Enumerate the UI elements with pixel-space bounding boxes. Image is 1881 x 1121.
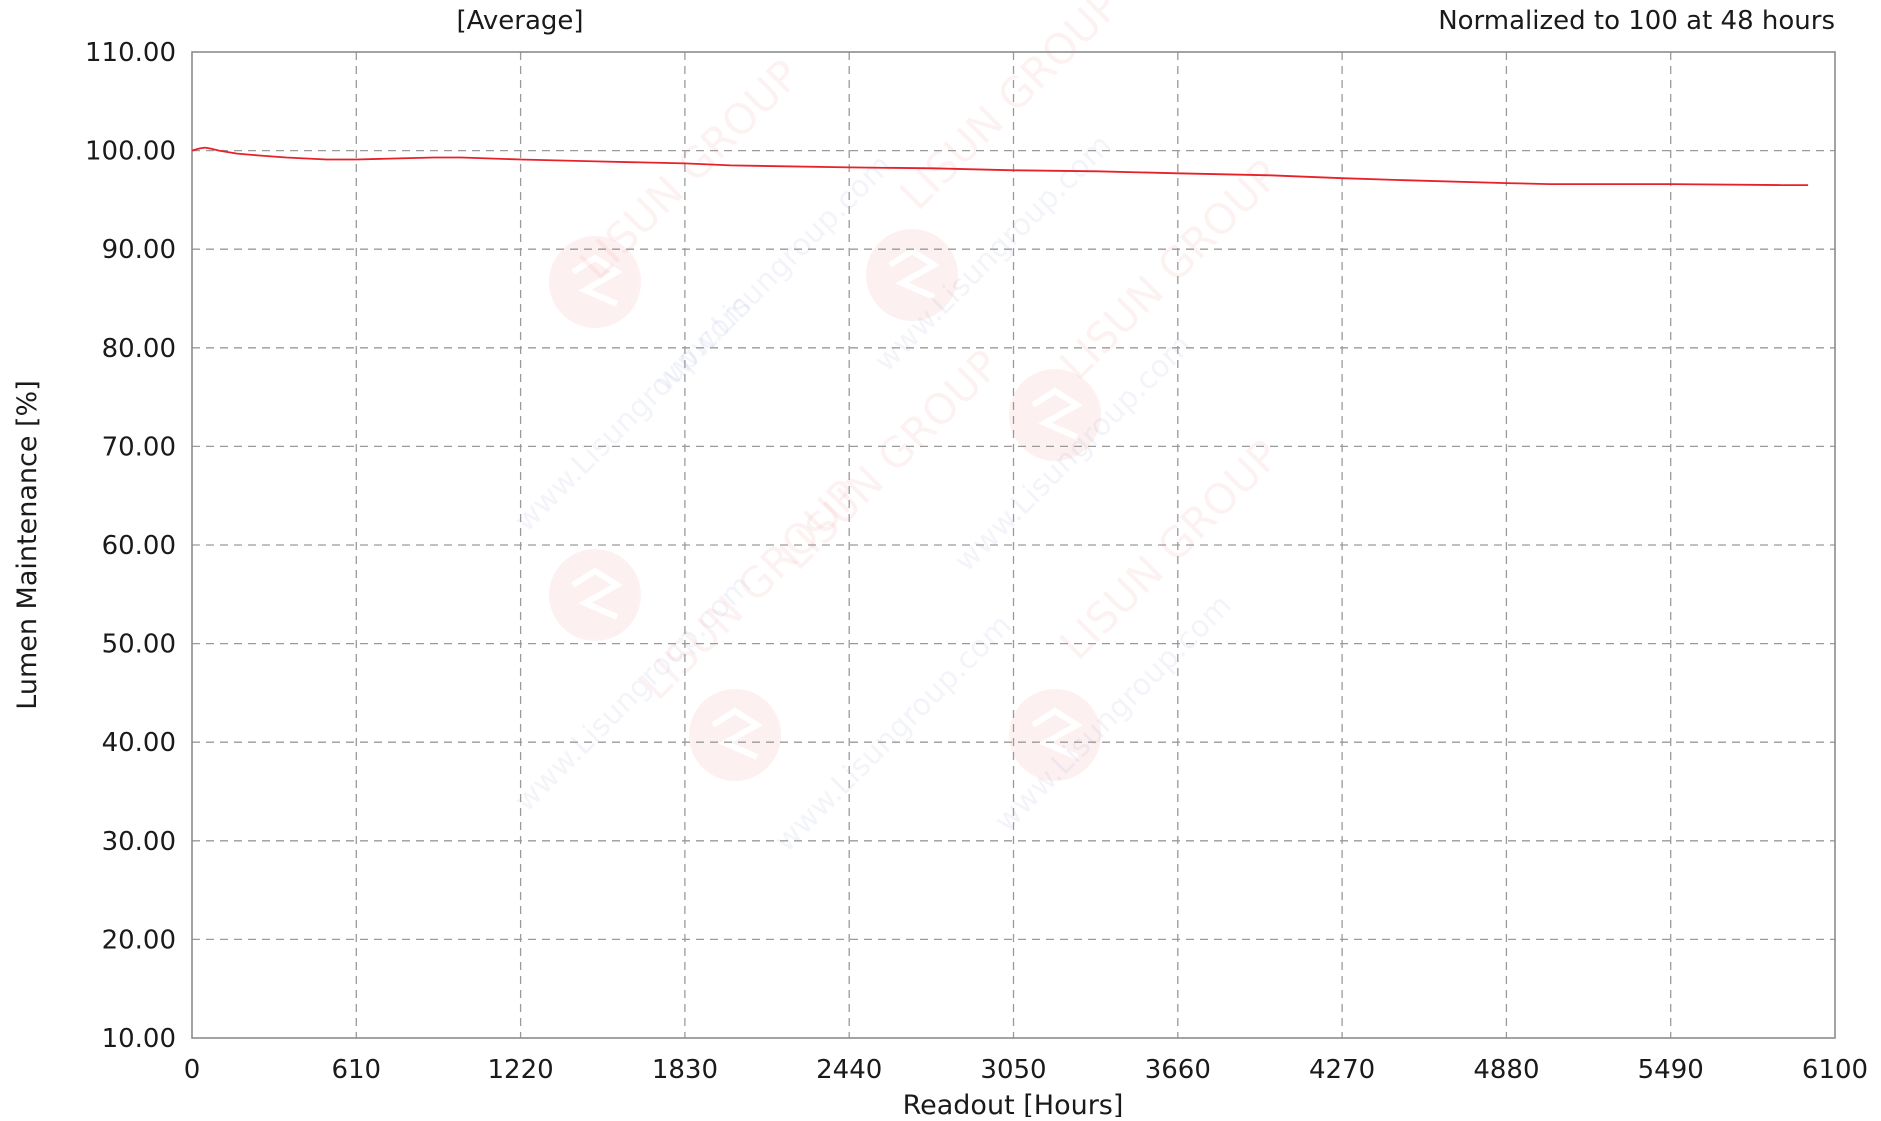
plot-frame: [191, 51, 1836, 1039]
y-tick-label: 110.00: [85, 38, 176, 68]
x-tick-label: 5490: [1638, 1055, 1704, 1085]
watermark-logo-icon: [549, 549, 641, 641]
watermark-logo-icon: [549, 236, 641, 328]
y-tick-label: 30.00: [102, 827, 176, 857]
y-axis-ticks: 10.00 20.00 30.00 40.00 50.00 60.00 70.00 80.00…: [85, 38, 176, 1054]
watermark-logo-icon: [689, 689, 781, 781]
header-right-label: Normalized to 100 at 48 hours: [1438, 6, 1835, 36]
y-tick-label: 60.00: [102, 531, 176, 561]
x-tick-label: 0: [184, 1055, 201, 1085]
watermark-logo-icon: [866, 229, 958, 321]
x-tick-label: 6100: [1802, 1055, 1868, 1085]
x-tick-label: 4270: [1309, 1055, 1375, 1085]
x-axis-title: Readout [Hours]: [903, 1090, 1124, 1117]
x-axis-ticks: 0 610 1220 1830 2440 3050 3660 4270 4880 5490 6100: [184, 1055, 1868, 1085]
watermark-brand-text: LISUN GROUP: [890, 0, 1129, 219]
y-axis-title: Lumen Maintenance [%]: [12, 380, 43, 709]
y-tick-label: 10.00: [102, 1024, 176, 1054]
watermark-logo-icon: [1009, 689, 1101, 781]
grid: [192, 52, 1835, 1038]
y-tick-label: 20.00: [102, 925, 176, 955]
y-tick-label: 100.00: [85, 137, 176, 167]
y-tick-label: 80.00: [102, 334, 176, 364]
watermark-logo-icon: [1009, 369, 1101, 461]
y-tick-label: 70.00: [102, 432, 176, 462]
x-tick-label: 3050: [980, 1055, 1046, 1085]
header-left-label: [Average]: [456, 6, 583, 36]
x-tick-label: 1220: [488, 1055, 554, 1085]
x-tick-label: 610: [331, 1055, 381, 1085]
x-tick-label: 4880: [1473, 1055, 1539, 1085]
series-layer: [191, 146, 1809, 186]
y-tick-label: 90.00: [102, 235, 176, 265]
watermark-url-text: www.Lisungroup.com: [768, 608, 1019, 859]
x-tick-label: 3660: [1145, 1055, 1211, 1085]
lumen-maintenance-series-line: [191, 146, 1809, 186]
y-tick-label: 50.00: [102, 630, 176, 660]
x-tick-label: 1830: [652, 1055, 718, 1085]
y-tick-label: 40.00: [102, 728, 176, 758]
x-tick-label: 2440: [816, 1055, 882, 1085]
